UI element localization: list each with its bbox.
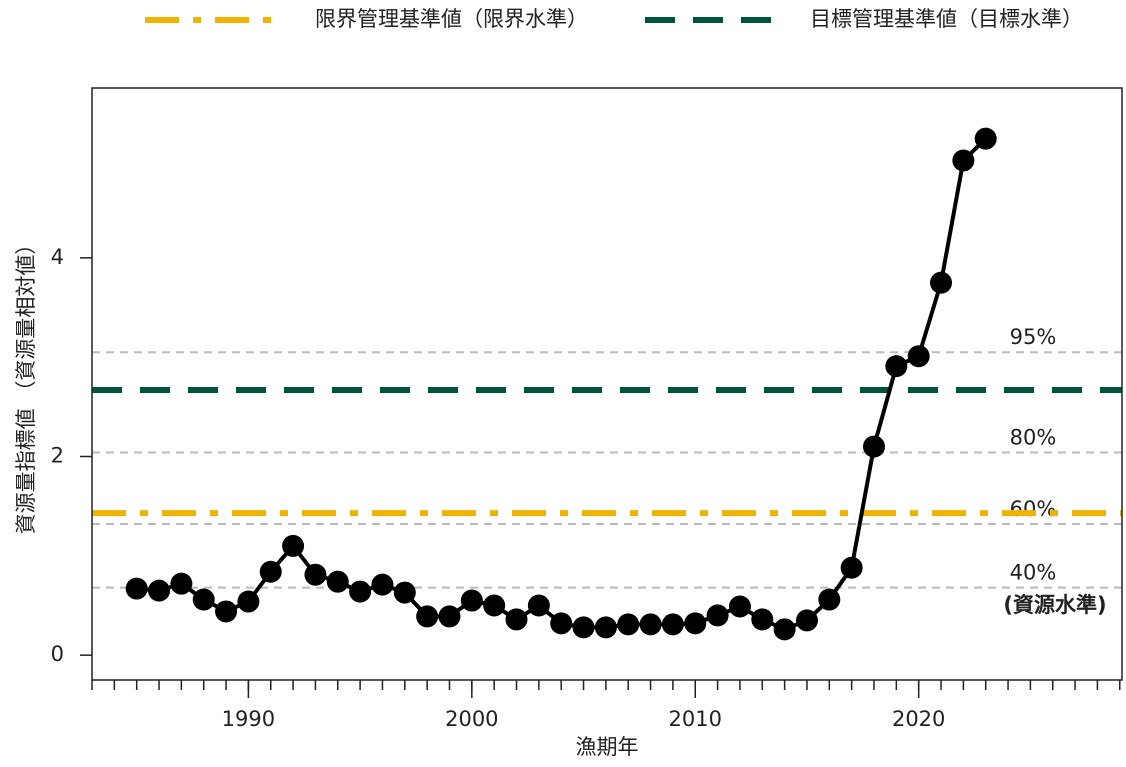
data-point	[751, 608, 774, 631]
x-tick-label: 2010	[669, 707, 722, 731]
data-point	[215, 600, 238, 623]
data-point	[393, 581, 416, 604]
data-point	[483, 594, 506, 617]
data-point	[639, 613, 662, 636]
data-point	[282, 534, 305, 557]
legend-label: 目標管理基準値（目標水準）	[810, 7, 1083, 31]
legend-label: 限界管理基準値（限界水準）	[315, 7, 588, 31]
data-point	[505, 608, 528, 631]
data-point	[326, 570, 349, 593]
data-point	[684, 612, 707, 635]
data-point	[125, 577, 148, 600]
series-line	[136, 137, 988, 632]
x-tick-label: 2020	[892, 707, 945, 731]
data-point	[416, 605, 439, 628]
level-label: 40%	[1010, 561, 1057, 585]
data-point	[170, 572, 193, 595]
data-point	[527, 594, 550, 617]
data-point	[952, 149, 975, 172]
data-point	[617, 613, 640, 636]
data-point	[840, 556, 863, 579]
data-point	[728, 595, 751, 618]
data-point	[974, 127, 997, 150]
y-tick-label: 2	[51, 444, 64, 468]
data-point	[438, 605, 461, 628]
data-point	[907, 345, 930, 368]
x-tick-label: 1990	[222, 707, 275, 731]
plot-frame	[91, 87, 1123, 681]
data-point	[862, 435, 885, 458]
y-axis-label: 資源量指標値 （資源量相対値）	[14, 234, 38, 535]
y-tick-label: 4	[51, 245, 64, 269]
data-point	[930, 271, 953, 294]
data-point	[706, 604, 729, 627]
y-tick-label: 0	[51, 642, 64, 666]
data-point	[773, 618, 796, 641]
data-point	[594, 616, 617, 639]
data-point	[818, 588, 841, 611]
data-point	[304, 563, 327, 586]
data-point	[259, 560, 282, 583]
data-point	[148, 579, 171, 602]
x-axis-label: 漁期年	[576, 735, 639, 759]
level-label: 80%	[1010, 426, 1057, 450]
level-note: (資源水準)	[1003, 593, 1106, 617]
data-point	[795, 609, 818, 632]
level-label: 95%	[1010, 325, 1057, 349]
data-point	[349, 580, 372, 603]
data-point	[371, 573, 394, 596]
data-point	[237, 590, 260, 613]
x-tick-label: 2000	[445, 707, 498, 731]
data-point	[661, 613, 684, 636]
data-point	[885, 355, 908, 378]
data-point	[460, 589, 483, 612]
level-label: 60%	[1010, 497, 1057, 521]
data-point	[572, 616, 595, 639]
data-point	[192, 588, 215, 611]
data-point	[550, 612, 573, 635]
